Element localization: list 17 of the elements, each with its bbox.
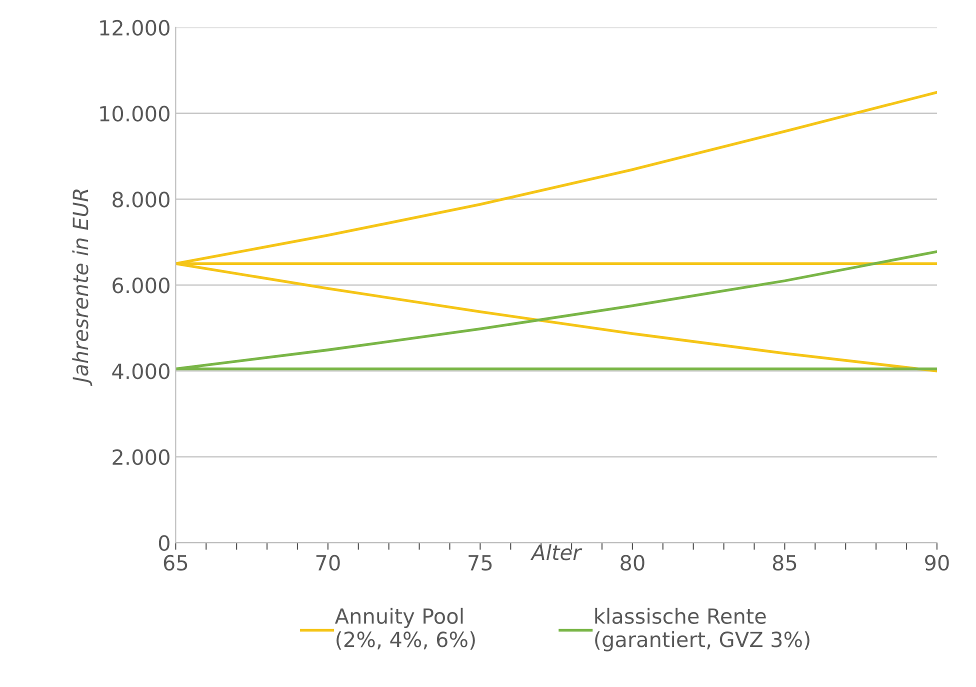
x-tick-label: 85 xyxy=(772,554,796,571)
y-tick-label: 2.000 xyxy=(112,449,170,466)
y-tick-label: 8.000 xyxy=(112,192,170,208)
y-tick-label: 12.000 xyxy=(100,20,170,36)
x-tick-label: 80 xyxy=(620,554,644,571)
x-tick-label: 70 xyxy=(316,554,340,571)
y-tick-label: 0 xyxy=(158,535,170,551)
legend-label: Annuity Pool (2%, 4%, 6%) xyxy=(334,608,475,650)
y-tick-label: 10.000 xyxy=(100,106,170,122)
y-tick-label: 6.000 xyxy=(112,278,170,294)
x-tick-label: 75 xyxy=(468,555,492,571)
y-tick-label: 4.000 xyxy=(112,363,170,380)
y-axis-title: Jahresrente in EUR xyxy=(72,190,92,386)
legend-label: klassische Rente (garantiert, GVZ 3%) xyxy=(595,608,810,652)
x-tick-label: 65 xyxy=(164,554,188,571)
x-tick-label: 90 xyxy=(925,554,949,571)
x-axis-title: Alter xyxy=(530,544,582,560)
